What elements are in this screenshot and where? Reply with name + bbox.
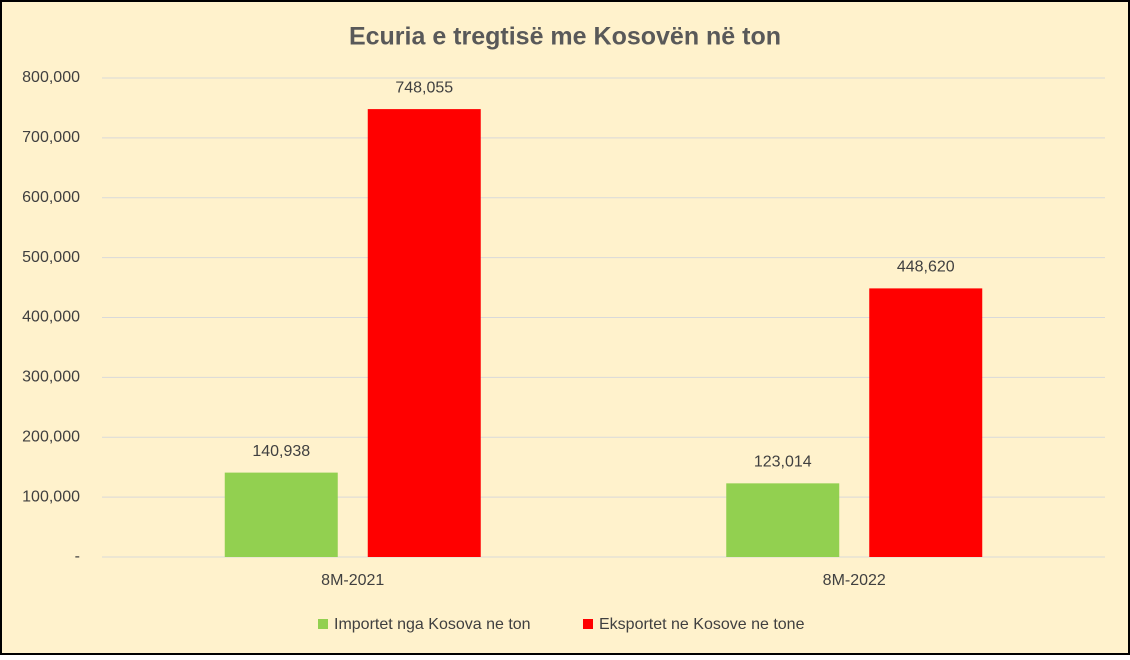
y-tick-label: 500,000 <box>22 249 80 266</box>
y-tick-label: 100,000 <box>22 488 80 505</box>
y-tick-label: 800,000 <box>22 69 80 86</box>
bar <box>869 288 983 557</box>
bar <box>367 109 481 558</box>
data-label: 140,938 <box>252 443 310 460</box>
y-tick-label: 400,000 <box>22 309 80 326</box>
y-tick-label: 600,000 <box>22 189 80 206</box>
y-tick-label: 300,000 <box>22 369 80 386</box>
chart-title: Ecuria e tregtisë me Kosovën në ton <box>349 23 781 51</box>
data-label: 448,620 <box>897 259 955 276</box>
legend-label: Importet nga Kosova ne ton <box>334 616 531 633</box>
bar <box>224 472 338 557</box>
legend-swatch <box>583 619 593 629</box>
x-tick-label: 8M-2021 <box>321 572 384 589</box>
legend-label: Eksportet ne Kosove ne tone <box>599 616 805 633</box>
data-label: 123,014 <box>754 454 812 471</box>
y-tick-label: 200,000 <box>22 428 80 445</box>
y-tick-label: 700,000 <box>22 129 80 146</box>
bar <box>726 483 840 557</box>
x-tick-label: 8M-2022 <box>823 572 886 589</box>
legend-swatch <box>318 619 328 629</box>
data-label: 748,055 <box>395 79 453 96</box>
y-tick-label: - <box>75 548 80 565</box>
